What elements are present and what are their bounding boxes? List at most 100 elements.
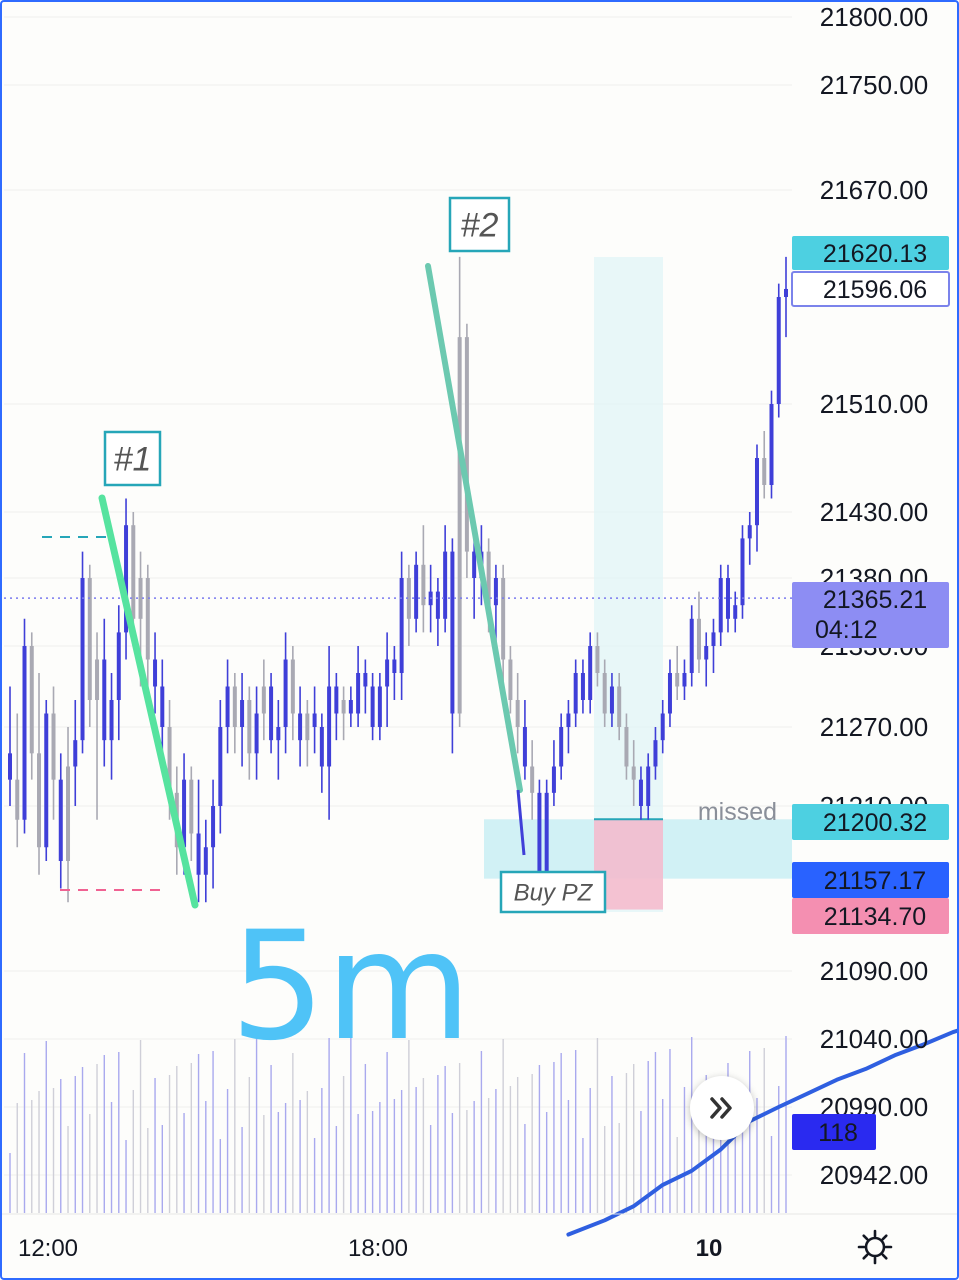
candle-body: [530, 766, 535, 793]
price-tag-ma-bg: [792, 862, 949, 898]
candle-body: [689, 618, 694, 673]
label-2: #2: [461, 207, 499, 245]
candle-body: [276, 727, 281, 741]
price-tag-stop-bg: [792, 898, 949, 934]
trendline-1: [98, 494, 199, 909]
candle-body: [348, 700, 353, 714]
candle-body: [87, 578, 92, 700]
candle-body: [624, 727, 629, 767]
candle-body: [341, 700, 346, 714]
price-tick-label: 21510.00: [820, 389, 928, 419]
candle-body: [153, 659, 158, 687]
candle-body: [370, 686, 375, 727]
candle-body: [283, 659, 288, 727]
candle-body: [247, 700, 252, 754]
candle-body: [80, 578, 85, 741]
candle-body: [58, 779, 63, 861]
candle-body: [464, 337, 469, 552]
candle-body: [334, 686, 339, 714]
candle-body: [631, 766, 636, 780]
candle-body: [580, 673, 585, 700]
candle-body: [240, 700, 245, 727]
price-tag-high: 21620.13: [823, 240, 927, 268]
candle-body: [733, 605, 738, 619]
candle-body: [450, 551, 455, 714]
candle-body: [602, 673, 607, 714]
candle-body: [211, 806, 216, 848]
price-tag-stop: 21134.70: [824, 903, 926, 931]
candle-body: [51, 713, 56, 780]
candle-body: [290, 659, 295, 714]
candle-body: [682, 673, 687, 687]
candle-body: [102, 659, 107, 741]
candle-body: [740, 538, 745, 606]
candle-body: [747, 525, 752, 539]
candle-body: [167, 727, 172, 793]
candle-body: [406, 578, 411, 619]
price-tick-label: 21750.00: [820, 70, 928, 100]
candle-body: [232, 686, 237, 727]
candle-body: [544, 792, 549, 875]
candle-body: [29, 646, 34, 754]
candle-body: [399, 578, 404, 673]
price-tag-outline: 21596.06: [823, 276, 927, 304]
candle-body: [718, 578, 723, 633]
candle-body: [44, 713, 49, 848]
candle-body: [776, 297, 781, 404]
candle-body: [363, 673, 368, 687]
grid-lines: [4, 16, 792, 1176]
candle-body: [551, 766, 556, 793]
price-tick-label: 21090.00: [820, 956, 928, 986]
candle-body: [305, 713, 310, 741]
buy-zone-label: Buy PZ: [514, 880, 594, 907]
candle-body: [15, 779, 20, 820]
price-tick-label: 21040.00: [820, 1024, 928, 1054]
candle-body: [617, 686, 622, 727]
candle-body: [595, 646, 600, 673]
volume-tag-bg: [792, 1114, 876, 1150]
double-chevron-right-icon: [710, 1097, 732, 1119]
candle-body: [196, 833, 201, 875]
candle-body: [392, 659, 397, 673]
price-tick-label: 21800.00: [820, 2, 928, 32]
candle-body: [95, 659, 100, 700]
price-tags: 21620.13 21596.06 21365.2104:12 21200.32 211…: [791, 236, 950, 1150]
candle-body: [160, 686, 165, 727]
price-tag-zone: 21200.32: [823, 809, 927, 837]
trendline-2-tail: [516, 789, 526, 856]
candle-body: [537, 792, 542, 875]
candle-body: [769, 404, 774, 485]
timeframe-annotation: 5m: [230, 900, 472, 1074]
scroll-to-realtime-button[interactable]: [690, 1076, 754, 1140]
candle-body: [327, 686, 332, 767]
candles: [8, 256, 788, 903]
candle-body: [385, 659, 390, 687]
gear-icon[interactable]: [857, 1229, 893, 1265]
price-tag-ma: 21157.17: [824, 867, 926, 895]
candle-body: [218, 727, 223, 806]
candle-body: [660, 713, 665, 741]
candle-body: [37, 753, 42, 848]
candle-body: [182, 779, 187, 848]
candle-body: [145, 578, 150, 660]
candle-body: [203, 847, 208, 875]
candle-body: [667, 673, 672, 714]
candle-body: [189, 779, 194, 834]
candle-body: [131, 525, 136, 619]
candle-body: [225, 686, 230, 727]
candle-body: [501, 578, 506, 660]
zones: [484, 257, 792, 912]
candle-body: [675, 673, 680, 687]
candle-body: [109, 700, 114, 741]
price-tag-outline-bg: [791, 271, 950, 307]
candle-body: [269, 686, 274, 741]
candle-body: [22, 646, 27, 820]
candle-body: [116, 632, 121, 700]
buy-zone-label-box: [499, 870, 607, 914]
price-tag-zone-bg: [792, 804, 949, 840]
volume-tag: 118: [818, 1119, 858, 1147]
candle-body: [319, 727, 324, 767]
candle-body: [486, 551, 491, 606]
projection-zone: [594, 257, 663, 912]
